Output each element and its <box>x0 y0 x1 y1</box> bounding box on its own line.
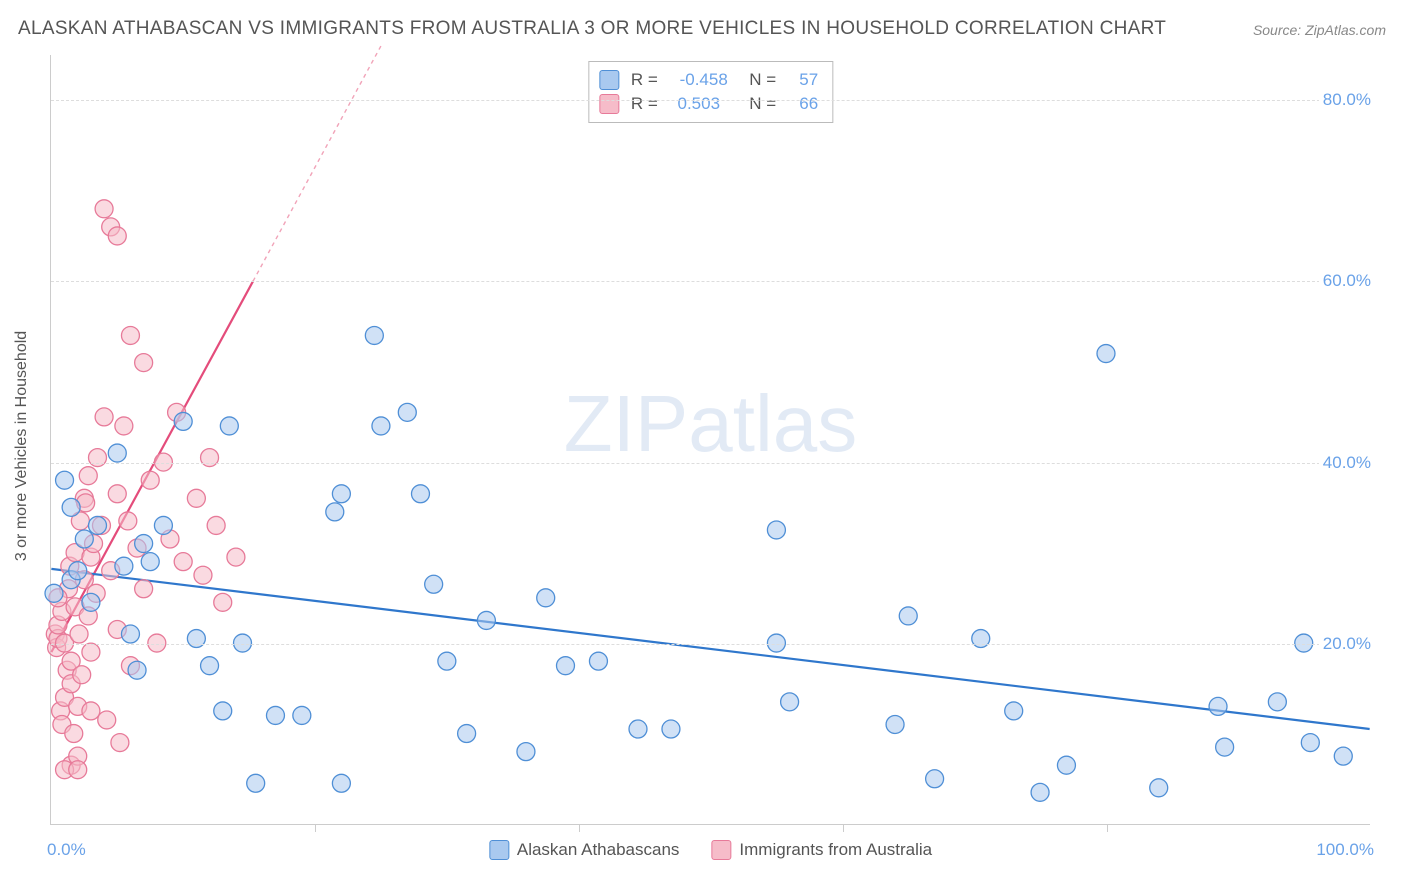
r-label: R = <box>631 94 658 114</box>
n-value-2: 66 <box>788 94 818 114</box>
y-tick-label: 40.0% <box>1319 453 1375 473</box>
y-axis-title: 3 or more Vehicles in Household <box>13 331 31 561</box>
x-tick <box>1107 824 1108 832</box>
n-value-1: 57 <box>788 70 818 90</box>
legend-label-2: Immigrants from Australia <box>739 840 932 860</box>
source-label: Source: ZipAtlas.com <box>1253 22 1386 38</box>
bottom-legend: Alaskan Athabascans Immigrants from Aust… <box>489 840 932 860</box>
y-tick-label: 20.0% <box>1319 634 1375 654</box>
grid-line <box>51 644 1370 645</box>
plot-area: ZIPatlas R = -0.458 N = 57 R = 0.503 N =… <box>50 55 1370 825</box>
legend-item-2: Immigrants from Australia <box>711 840 932 860</box>
grid-line <box>51 463 1370 464</box>
r-label: R = <box>631 70 658 90</box>
r-value-2: 0.503 <box>670 94 728 114</box>
y-tick-label: 80.0% <box>1319 90 1375 110</box>
x-tick <box>843 824 844 832</box>
swatch-pink <box>711 840 731 860</box>
y-tick-label: 60.0% <box>1319 271 1375 291</box>
grid-line <box>51 100 1370 101</box>
swatch-pink <box>599 94 619 114</box>
chart-title: ALASKAN ATHABASCAN VS IMMIGRANTS FROM AU… <box>18 18 1166 40</box>
n-label: N = <box>740 94 776 114</box>
legend-label-1: Alaskan Athabascans <box>517 840 680 860</box>
x-max-label: 100.0% <box>1316 840 1374 860</box>
x-tick <box>315 824 316 832</box>
scatter-svg <box>51 55 1370 824</box>
stat-legend: R = -0.458 N = 57 R = 0.503 N = 66 <box>588 61 833 123</box>
swatch-blue <box>599 70 619 90</box>
grid-line <box>51 281 1370 282</box>
swatch-blue <box>489 840 509 860</box>
stat-row-2: R = 0.503 N = 66 <box>599 92 818 116</box>
x-min-label: 0.0% <box>47 840 86 860</box>
x-tick <box>579 824 580 832</box>
stat-row-1: R = -0.458 N = 57 <box>599 68 818 92</box>
r-value-1: -0.458 <box>670 70 728 90</box>
n-label: N = <box>740 70 776 90</box>
correlation-chart: ALASKAN ATHABASCAN VS IMMIGRANTS FROM AU… <box>0 0 1406 892</box>
legend-item-1: Alaskan Athabascans <box>489 840 680 860</box>
